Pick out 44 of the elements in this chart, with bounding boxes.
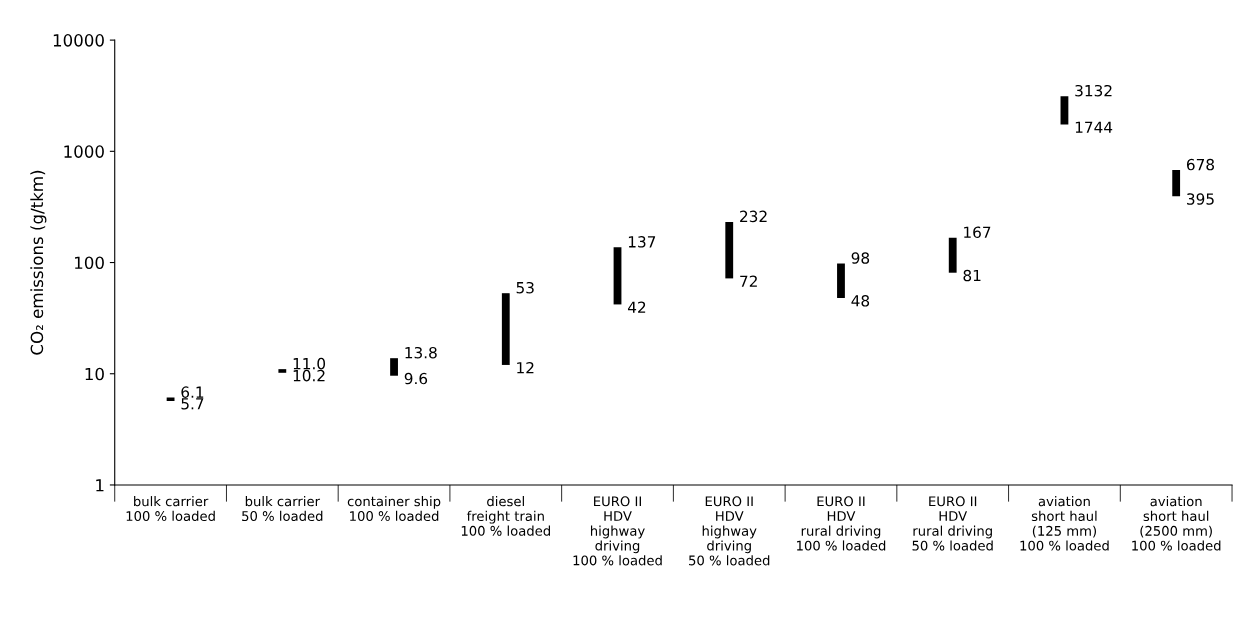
- x-tick-label: bulk carrier 50 % loaded: [242, 496, 323, 522]
- x-tick-label: diesel freight train 100 % loaded: [461, 496, 550, 536]
- x-tick-label: aviation short haul (2500 mm) 100 % loaded: [1132, 496, 1221, 551]
- x-tick-label: bulk carrier 100 % loaded: [126, 496, 215, 522]
- bar: [278, 369, 287, 373]
- annotation: 678: [1186, 158, 1215, 171]
- annotation: 72: [740, 275, 757, 287]
- annotation: 167: [964, 226, 991, 239]
- annotation: 13.8: [405, 346, 437, 359]
- y-tick-label: 1: [96, 479, 104, 492]
- bar: [501, 293, 510, 365]
- annotation: 1744: [1075, 121, 1113, 133]
- bar: [725, 221, 734, 279]
- annotation: 232: [740, 210, 767, 223]
- annotation: 6.1: [181, 386, 204, 398]
- x-tick-label: EURO II HDV rural driving 100 % loaded: [797, 496, 886, 551]
- annotation: 11.0: [293, 357, 326, 370]
- annotation: 9.6: [404, 372, 428, 385]
- annotation: 81: [963, 269, 981, 282]
- annotation: 98: [851, 252, 870, 264]
- y-tick-label: 10000: [53, 34, 104, 47]
- annotation: 53: [516, 281, 534, 294]
- y-tick-label: 10: [85, 367, 104, 381]
- x-tick-label: EURO II HDV highway driving 100 % loaded: [573, 496, 662, 566]
- y-tick-label: 1000: [64, 145, 104, 158]
- bar: [1172, 170, 1181, 197]
- annotation: 10.2: [293, 369, 325, 382]
- bar: [948, 237, 957, 273]
- y-tick-label: 100: [75, 256, 104, 270]
- x-tick-label: container ship 100 % loaded: [347, 496, 441, 522]
- bar: [166, 397, 175, 401]
- annotation: 42: [627, 301, 646, 313]
- x-tick-label: EURO II HDV highway driving 50 % loaded: [689, 496, 770, 566]
- annotation: 48: [851, 295, 870, 307]
- x-tick-label: EURO II HDV rural driving 50 % loaded: [912, 496, 993, 551]
- annotation: 12: [517, 361, 534, 374]
- bar: [837, 263, 845, 298]
- x-tick-label: aviation short haul (125 mm) 100 % loaded: [1020, 496, 1109, 551]
- annotation: 137: [628, 236, 656, 248]
- bar: [390, 358, 398, 376]
- annotation: 3132: [1075, 84, 1112, 97]
- annotation: 395: [1187, 193, 1214, 205]
- y-axis-title: CO₂ emissions (g/tkm): [30, 170, 47, 355]
- annotation: 5.7: [181, 398, 204, 410]
